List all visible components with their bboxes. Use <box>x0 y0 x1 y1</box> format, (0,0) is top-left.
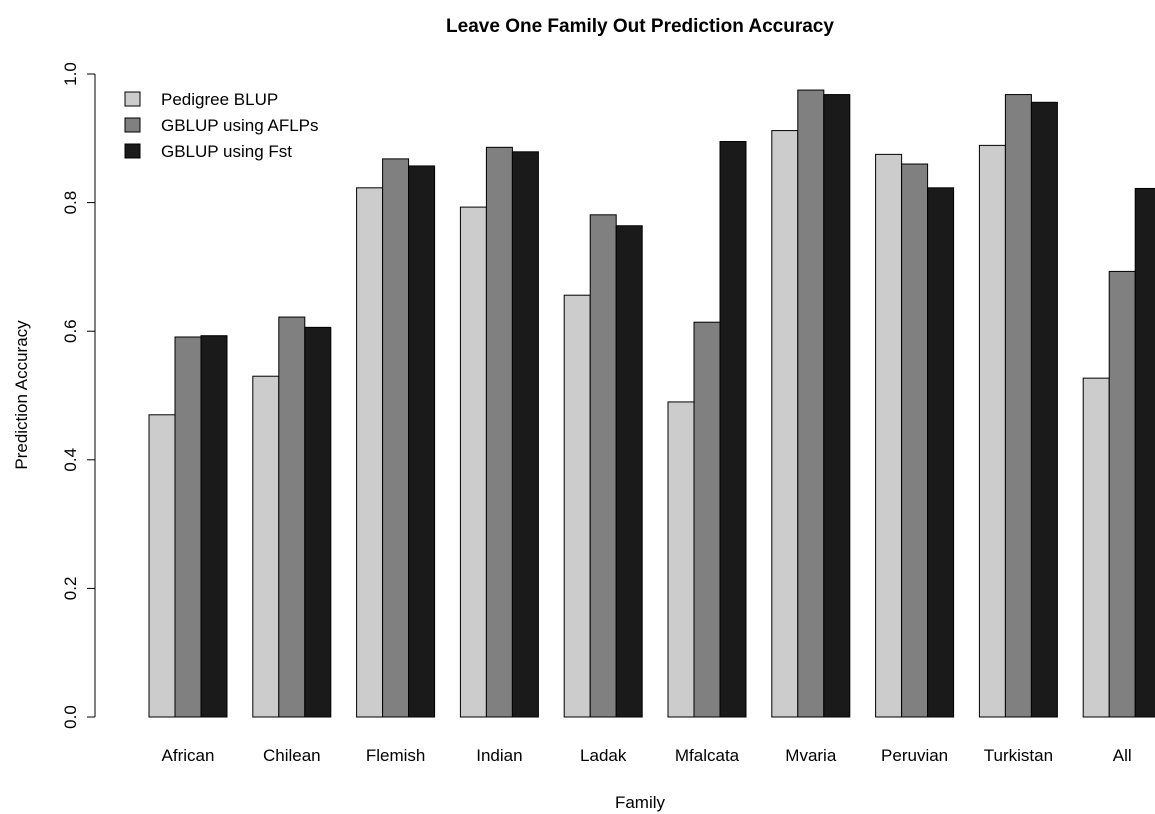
x-tick-label-mfalcata: Mfalcata <box>675 746 740 765</box>
x-tick-label-indian: Indian <box>476 746 522 765</box>
bar-african-series-1 <box>148 414 176 718</box>
bar-mfalcata-series-2 <box>693 321 721 718</box>
legend-label-2: GBLUP using AFLPs <box>161 116 319 135</box>
legend-swatch-2 <box>124 117 141 133</box>
legend: Pedigree BLUP GBLUP using AFLPs GBLUP usin… <box>124 90 319 161</box>
bar-chilean-series-1 <box>252 375 280 718</box>
y-tick-label: 1.0 <box>61 62 80 86</box>
bar-turkistan-series-3 <box>1030 101 1058 718</box>
bar-indian-series-1 <box>459 206 487 718</box>
x-tick-label-chilean: Chilean <box>263 746 321 765</box>
x-tick-label-turkistan: Turkistan <box>984 746 1053 765</box>
legend-label-1: Pedigree BLUP <box>161 90 278 109</box>
y-tick-label: 0.2 <box>61 577 80 601</box>
bar-ladak-series-1 <box>563 294 591 718</box>
bar-ladak-series-2 <box>589 214 617 718</box>
x-tick-label-ladak: Ladak <box>580 746 627 765</box>
bar-mvaria-series-1 <box>771 130 799 718</box>
bar-flemish-series-2 <box>382 158 410 718</box>
bar-chilean-series-3 <box>304 326 332 718</box>
x-tick-label-all: All <box>1113 746 1132 765</box>
bars-group <box>148 89 1155 718</box>
x-tick-label-african: African <box>162 746 215 765</box>
bar-all-series-2 <box>1108 270 1136 718</box>
bar-peruvian-series-2 <box>901 163 929 718</box>
chart-title: Leave One Family Out Prediction Accuracy <box>446 16 834 37</box>
bar-african-series-2 <box>174 336 202 718</box>
legend-label-3: GBLUP using Fst <box>161 142 292 161</box>
bar-turkistan-series-1 <box>978 144 1006 718</box>
bar-peruvian-series-1 <box>875 153 903 718</box>
y-tick-label: 0.4 <box>61 448 80 472</box>
bar-flemish-series-1 <box>356 187 384 718</box>
legend-swatch-1 <box>124 91 141 107</box>
bar-peruvian-series-3 <box>927 187 955 718</box>
x-axis-label: Family <box>615 793 666 812</box>
y-tick-label: 0.8 <box>61 191 80 215</box>
x-tick-label-flemish: Flemish <box>366 746 426 765</box>
bar-mvaria-series-2 <box>797 89 825 718</box>
x-axis-tick-labels: African Chilean Flemish Indian Ladak Mfalcata… <box>162 746 1132 765</box>
bar-chilean-series-2 <box>278 316 306 718</box>
bar-indian-series-3 <box>511 151 539 718</box>
legend-swatch-3 <box>124 143 141 159</box>
bar-all-series-3 <box>1134 187 1155 718</box>
bar-african-series-3 <box>200 335 228 718</box>
y-axis: 0.0 0.2 0.4 0.6 0.8 1.0 <box>61 62 96 729</box>
bar-flemish-series-3 <box>408 165 436 718</box>
x-tick-label-peruvian: Peruvian <box>881 746 948 765</box>
bar-turkistan-series-2 <box>1004 94 1032 718</box>
y-axis-label: Prediction Accuracy <box>12 320 31 470</box>
bar-mfalcata-series-1 <box>667 401 695 718</box>
x-tick-label-mvaria: Mvaria <box>785 746 837 765</box>
bar-all-series-1 <box>1082 377 1110 718</box>
y-tick-label: 0.0 <box>61 705 80 729</box>
y-tick-label: 0.6 <box>61 319 80 343</box>
bar-mvaria-series-3 <box>823 94 851 718</box>
bar-indian-series-2 <box>485 146 513 718</box>
bar-mfalcata-series-3 <box>719 141 747 718</box>
bar-ladak-series-3 <box>615 225 643 718</box>
